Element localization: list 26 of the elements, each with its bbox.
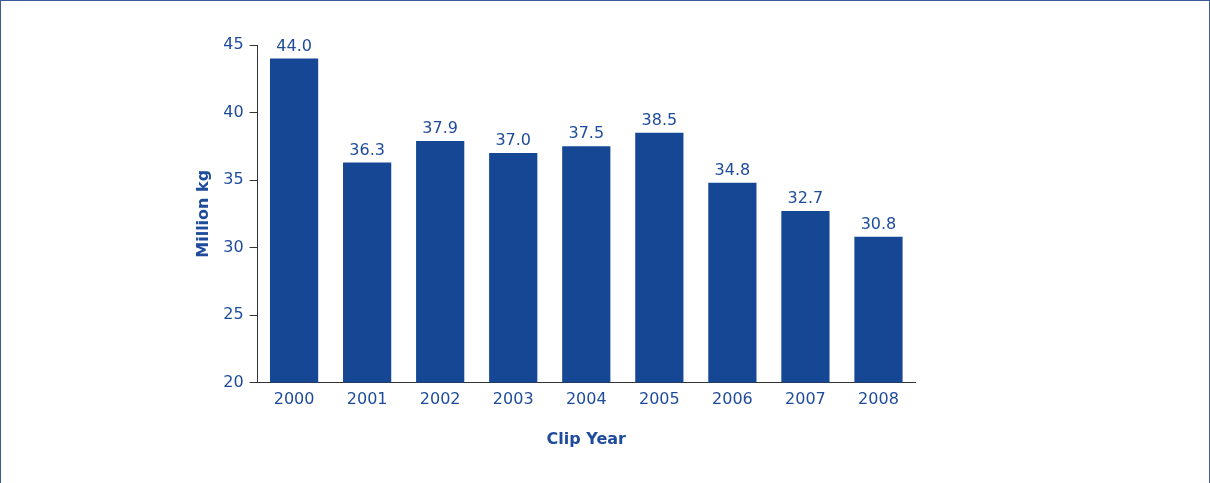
data-label: 44.0 — [276, 35, 312, 55]
x-tick-label: 2004 — [565, 389, 607, 409]
x-tick-label: 2007 — [785, 389, 826, 409]
data-label: 36.3 — [349, 139, 385, 159]
y-tick-label: 25 — [223, 304, 244, 324]
y-tick-label: 35 — [223, 169, 244, 189]
y-tick-label: 45 — [223, 34, 244, 54]
y-tick-label: 30 — [223, 236, 244, 256]
data-label: 34.8 — [714, 159, 751, 179]
x-tick-label: 2006 — [712, 389, 753, 409]
data-label: 37.0 — [495, 130, 532, 150]
y-tick-label: 40 — [223, 101, 244, 121]
x-axis-title: Clip Year — [546, 428, 627, 448]
data-label: 30.8 — [860, 213, 897, 233]
data-label: 37.9 — [422, 118, 458, 138]
data-label: 37.5 — [568, 123, 605, 143]
data-label: 32.7 — [787, 188, 824, 208]
x-tick-label: 2001 — [346, 389, 388, 409]
x-tick-label: 2003 — [492, 389, 534, 409]
x-tick-label: 2002 — [419, 389, 461, 409]
y-axis-title: Million kg — [192, 169, 212, 258]
x-tick-label: 2000 — [273, 389, 315, 409]
x-tick-label: 2005 — [638, 389, 680, 409]
y-tick-label: 20 — [223, 371, 244, 391]
data-label: 38.5 — [641, 109, 678, 129]
x-tick-label: 2008 — [858, 389, 899, 409]
